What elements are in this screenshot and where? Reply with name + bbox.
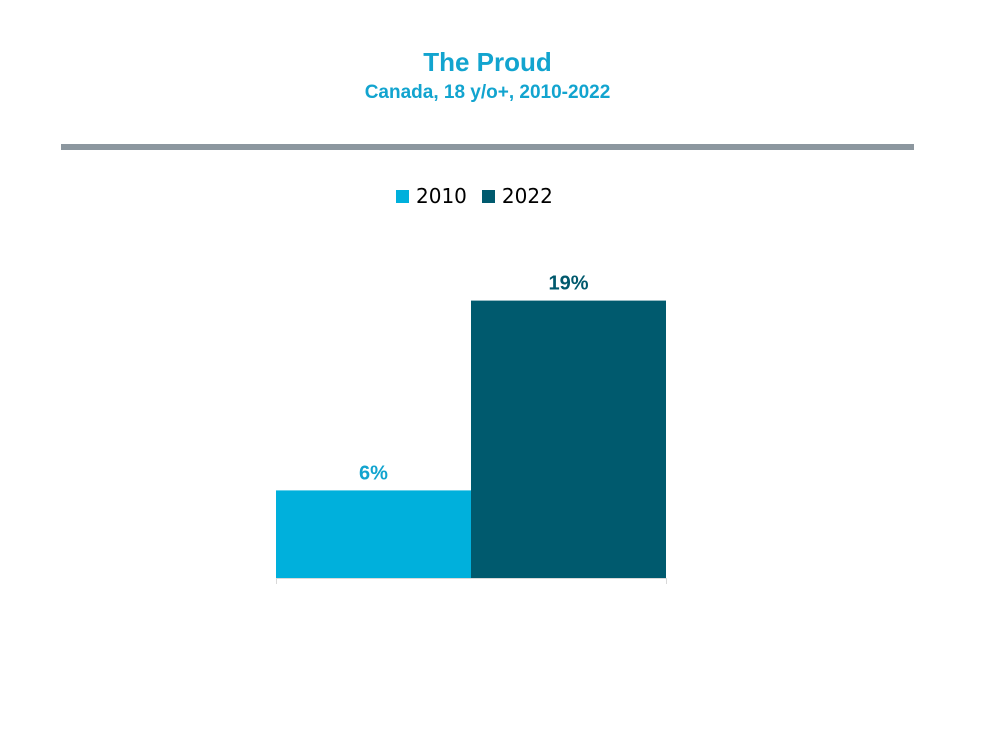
legend-label-2010: 2010 xyxy=(416,184,467,208)
legend-item-2010: 2010 xyxy=(396,184,467,208)
bar-2010 xyxy=(276,490,471,578)
legend-label-2022: 2022 xyxy=(501,184,553,208)
legend-swatch-2022 xyxy=(481,189,495,203)
data-label-2010: 6% xyxy=(359,462,388,484)
chart-subtitle: Canada, 18 y/o+, 2010-2022 xyxy=(364,82,611,103)
data-label-2022: 19% xyxy=(548,273,588,295)
bar-2022 xyxy=(471,300,666,578)
chart-title: The Proud xyxy=(423,47,552,77)
legend: 2010 2022 xyxy=(396,183,568,209)
title-divider xyxy=(61,144,914,150)
legend-item-2022: 2022 xyxy=(481,184,553,208)
legend-swatch-2010 xyxy=(396,189,409,203)
